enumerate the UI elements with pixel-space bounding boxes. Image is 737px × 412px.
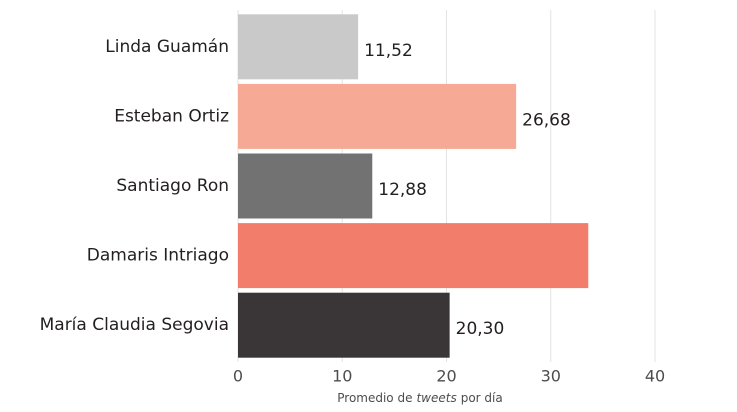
x-axis-label-part: Promedio de bbox=[337, 391, 412, 405]
category-label: Esteban Ortiz bbox=[114, 106, 229, 126]
bar bbox=[238, 153, 373, 219]
value-label: 20,30 bbox=[456, 319, 505, 339]
x-tick-label: 0 bbox=[233, 367, 243, 386]
x-tick-label: 20 bbox=[436, 367, 456, 386]
value-label: 26,68 bbox=[522, 110, 571, 130]
bar bbox=[238, 292, 450, 358]
category-label: Damaris Intriago bbox=[87, 246, 229, 266]
x-axis-label: Promedio de tweets por día bbox=[337, 391, 502, 405]
bar bbox=[238, 14, 359, 80]
x-axis-label-part: por día bbox=[461, 391, 503, 405]
value-label: 12,88 bbox=[378, 180, 427, 200]
bar bbox=[238, 223, 589, 289]
category-label: Santiago Ron bbox=[116, 176, 229, 196]
bar bbox=[238, 83, 517, 149]
x-tick-label: 10 bbox=[332, 367, 352, 386]
category-label: Linda Guamán bbox=[105, 37, 229, 57]
value-label: 11,52 bbox=[364, 41, 413, 61]
category-label: María Claudia Segovia bbox=[40, 315, 229, 335]
x-axis-label-part: tweets bbox=[416, 391, 456, 405]
x-tick-label: 40 bbox=[645, 367, 665, 386]
x-tick-label: 30 bbox=[541, 367, 561, 386]
